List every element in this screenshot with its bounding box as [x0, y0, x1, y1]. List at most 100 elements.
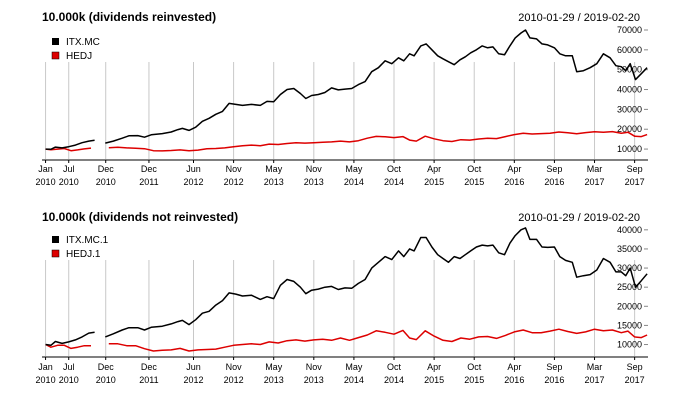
x-tick-month: Jun — [186, 164, 201, 174]
x-tick-year: 2010 — [96, 177, 116, 187]
x-tick-year: 2010 — [59, 375, 79, 385]
x-tick-month: Nov — [306, 164, 323, 174]
y-tick-label: 20000 — [617, 124, 642, 134]
x-tick-month: Sep — [627, 362, 643, 372]
plot-area: 10000 20000 30000 40000 50000 60000 70000 Jan 20… — [36, 25, 648, 187]
y-tick-label: 10000 — [617, 144, 642, 154]
x-tick-year: 2013 — [264, 375, 284, 385]
x-tick-month: Dec — [98, 362, 115, 372]
x-tick-month: Apr — [427, 362, 441, 372]
x-tick-year: 2010 — [36, 375, 56, 385]
legend: ITX.MC.1 HEDJ.1 — [51, 235, 109, 260]
x-tick-month: Nov — [226, 362, 243, 372]
x-tick-year: 2017 — [585, 177, 605, 187]
x-tick-month: Sep — [546, 362, 562, 372]
date-range: 2010-01-29 / 2019-02-20 — [518, 212, 640, 224]
x-tick-year: 2015 — [424, 375, 444, 385]
x-tick-year: 2016 — [504, 177, 524, 187]
x-tick-year: 2016 — [544, 177, 564, 187]
x-tick-month: May — [345, 362, 363, 372]
x-tick-year: 2014 — [384, 375, 404, 385]
x-tick-month: Apr — [427, 164, 441, 174]
y-tick-label: 40000 — [617, 85, 642, 95]
x-tick-month: Dec — [141, 362, 158, 372]
panel-dividends-not-reinvested: 10.000k (dividends not reinvested) 2010-… — [36, 210, 648, 385]
x-tick-year: 2012 — [224, 177, 244, 187]
y-tick-label: 35000 — [617, 244, 642, 254]
x-tick-month: May — [345, 164, 363, 174]
legend-swatch-itx — [52, 38, 59, 45]
series-line-itx-mc — [45, 139, 95, 151]
x-tick-year: 2013 — [264, 177, 284, 187]
date-range: 2010-01-29 / 2019-02-20 — [518, 12, 640, 24]
x-tick-year: 2015 — [464, 375, 484, 385]
x-tick-year: 2010 — [59, 177, 79, 187]
x-tick-year: 2010 — [96, 375, 116, 385]
x-tick-year: 2016 — [504, 375, 524, 385]
legend: ITX.MC HEDJ — [51, 37, 100, 62]
x-tick-year: 2017 — [625, 177, 645, 187]
y-tick-label: 50000 — [617, 65, 642, 75]
x-tick-month: Oct — [467, 362, 482, 372]
x-tick-month: Jul — [63, 362, 75, 372]
y-tick-label: 25000 — [617, 282, 642, 292]
x-tick-month: Oct — [387, 164, 402, 174]
series-line-hedj — [45, 147, 92, 152]
legend-label-itx: ITX.MC.1 — [66, 235, 109, 246]
x-tick-year: 2014 — [344, 375, 364, 385]
x-tick-year: 2011 — [139, 375, 158, 385]
x-tick-year: 2012 — [224, 375, 244, 385]
x-tick-year: 2013 — [304, 177, 324, 187]
x-tick-month: Jun — [186, 362, 201, 372]
y-tick-label: 70000 — [617, 25, 642, 35]
x-tick-month: May — [265, 362, 283, 372]
x-tick-month: Mar — [587, 164, 603, 174]
y-tick-label: 30000 — [617, 104, 642, 114]
x-tick-year: 2017 — [585, 375, 605, 385]
chart-title: 10.000k (dividends reinvested) — [42, 10, 216, 24]
x-tick-month: Sep — [627, 164, 643, 174]
y-tick-label: 60000 — [617, 45, 642, 55]
legend-swatch-hedj — [51, 249, 60, 258]
x-tick-year: 2016 — [544, 375, 564, 385]
x-tick-year: 2011 — [139, 177, 158, 187]
series-line-itx-mc-1 — [45, 331, 95, 347]
legend-label-hedj: HEDJ.1 — [66, 249, 101, 260]
x-tick-month: Mar — [587, 362, 603, 372]
x-tick-month: Dec — [141, 164, 158, 174]
x-tick-year: 2012 — [183, 375, 203, 385]
x-tick-month: Apr — [507, 362, 521, 372]
x-tick-month: Nov — [306, 362, 323, 372]
y-tick-label: 15000 — [617, 320, 642, 330]
x-tick-year: 2010 — [36, 177, 56, 187]
x-tick-month: Dec — [98, 164, 115, 174]
y-tick-label: 20000 — [617, 301, 642, 311]
legend-label-hedj: HEDJ — [66, 51, 92, 62]
legend-label-itx: ITX.MC — [66, 37, 100, 48]
x-tick-month: Jan — [38, 362, 53, 372]
x-tick-year: 2015 — [424, 177, 444, 187]
x-tick-year: 2012 — [183, 177, 203, 187]
x-tick-month: Nov — [226, 164, 243, 174]
x-tick-month: Apr — [507, 164, 521, 174]
x-tick-month: Sep — [546, 164, 562, 174]
y-tick-label: 40000 — [617, 225, 642, 235]
x-tick-year: 2014 — [384, 177, 404, 187]
x-tick-month: Oct — [467, 164, 482, 174]
x-tick-month: Jan — [38, 164, 53, 174]
legend-swatch-hedj — [51, 51, 60, 60]
x-tick-year: 2017 — [625, 375, 645, 385]
legend-swatch-itx — [52, 236, 59, 243]
x-tick-month: Oct — [387, 362, 402, 372]
series-line-hedj — [108, 130, 648, 152]
y-tick-label: 10000 — [617, 340, 642, 350]
series-line-hedj-1 — [45, 343, 91, 350]
series-line-hedj-1 — [108, 328, 648, 352]
x-tick-month: May — [265, 164, 283, 174]
panel-dividends-reinvested: 10.000k (dividends reinvested) 2010-01-2… — [36, 10, 648, 187]
plot-area: 10000150002000025000300003500040000Jan20… — [36, 225, 648, 385]
x-tick-year: 2014 — [344, 177, 364, 187]
chart-title: 10.000k (dividends not reinvested) — [42, 210, 238, 224]
